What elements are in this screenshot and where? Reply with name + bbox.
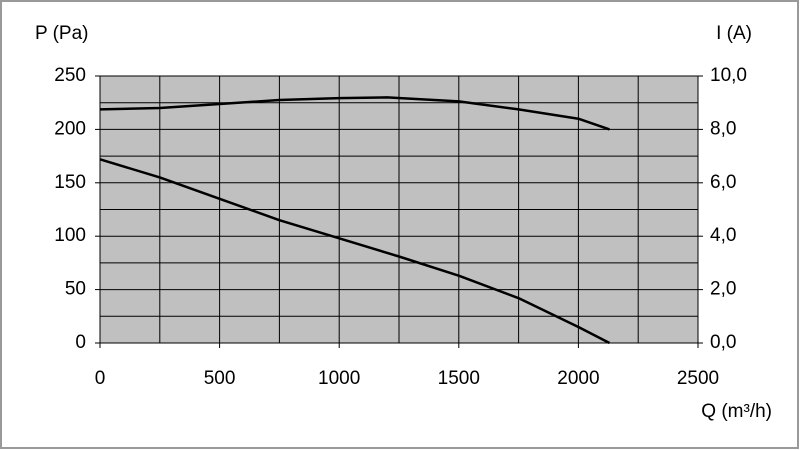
y2-tick-label: 4,0 (710, 225, 736, 246)
y2-tick-label: 2,0 (710, 279, 736, 300)
x-tick-label: 0 (95, 368, 106, 389)
data-line (99, 96, 610, 131)
x-tick-label: 2500 (677, 368, 719, 389)
x-tick-label: 2000 (557, 368, 599, 389)
y2-tick-label: 8,0 (710, 118, 736, 139)
y2-axis-label: I (A) (716, 23, 752, 44)
y-tick-label: 0 (75, 332, 86, 353)
y-tick-label: 150 (54, 172, 86, 193)
x-tick-label: 1000 (318, 368, 360, 389)
data-line (99, 158, 611, 345)
y-tick-label: 50 (65, 279, 86, 300)
x-tick-label: 1500 (438, 368, 480, 389)
y-tick-label: 250 (54, 65, 86, 86)
y2-tick-label: 10,0 (710, 65, 747, 86)
x-tick-label: 500 (204, 368, 236, 389)
x-axis-label: Q (m³/h) (701, 401, 772, 422)
y2-tick-label: 6,0 (710, 172, 736, 193)
y-axis-label: P (Pa) (35, 23, 89, 44)
plot-border (99, 75, 699, 344)
y-tick-label: 200 (54, 118, 86, 139)
y-tick-label: 100 (54, 225, 86, 246)
y2-tick-label: 0,0 (710, 332, 736, 353)
